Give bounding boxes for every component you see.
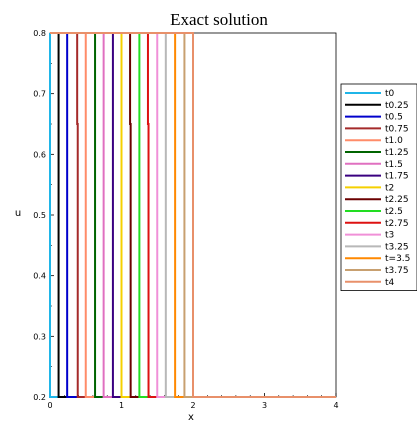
x-tick-label: 3 xyxy=(262,401,267,410)
legend-label: t3.25 xyxy=(385,242,409,252)
legend-label: t2 xyxy=(385,183,394,193)
y-axis-label: u xyxy=(15,208,21,219)
legend-label: t3.75 xyxy=(385,266,409,276)
x-axis-label: x xyxy=(188,412,194,423)
y-tick-label: 0.3 xyxy=(33,332,46,341)
legend-label: t=3.5 xyxy=(385,254,410,264)
y-tick-label: 0.7 xyxy=(33,90,46,99)
legend-label: t1.5 xyxy=(385,160,403,170)
x-tick-label: 1 xyxy=(119,401,124,410)
x-tick-label: 0 xyxy=(47,401,52,410)
series-line-t4 xyxy=(50,32,336,398)
plot-area: 0.2 0.3 0.4 0.5 0.6 0.7 0.8 0 1 2 3 4 xyxy=(33,29,338,410)
x-tick-label: 4 xyxy=(333,401,338,410)
legend-label: t0.75 xyxy=(385,124,409,134)
legend-label: t3 xyxy=(385,231,394,241)
legend-label: t0.25 xyxy=(385,101,409,111)
chart-title: Exact solution xyxy=(170,10,268,29)
series-lines xyxy=(49,32,336,398)
legend-label: t4 xyxy=(385,278,395,288)
y-tick-label: 0.4 xyxy=(33,272,46,281)
legend-label: t0 xyxy=(385,89,395,99)
y-tick-label: 0.2 xyxy=(33,393,46,402)
legend-label: t1.25 xyxy=(385,148,409,158)
legend-label: t2.5 xyxy=(385,207,403,217)
y-tick-label: 0.6 xyxy=(33,150,46,159)
y-tick-label: 0.5 xyxy=(33,211,46,220)
y-tick-label: 0.8 xyxy=(33,29,46,38)
legend-label: t1.0 xyxy=(385,136,403,146)
x-tick-label: 2 xyxy=(190,401,195,410)
legend-label: t1.75 xyxy=(385,172,409,182)
legend-label: t0.5 xyxy=(385,113,403,123)
legend-label: t2.75 xyxy=(385,219,409,229)
legend-label: t2.25 xyxy=(385,195,409,205)
